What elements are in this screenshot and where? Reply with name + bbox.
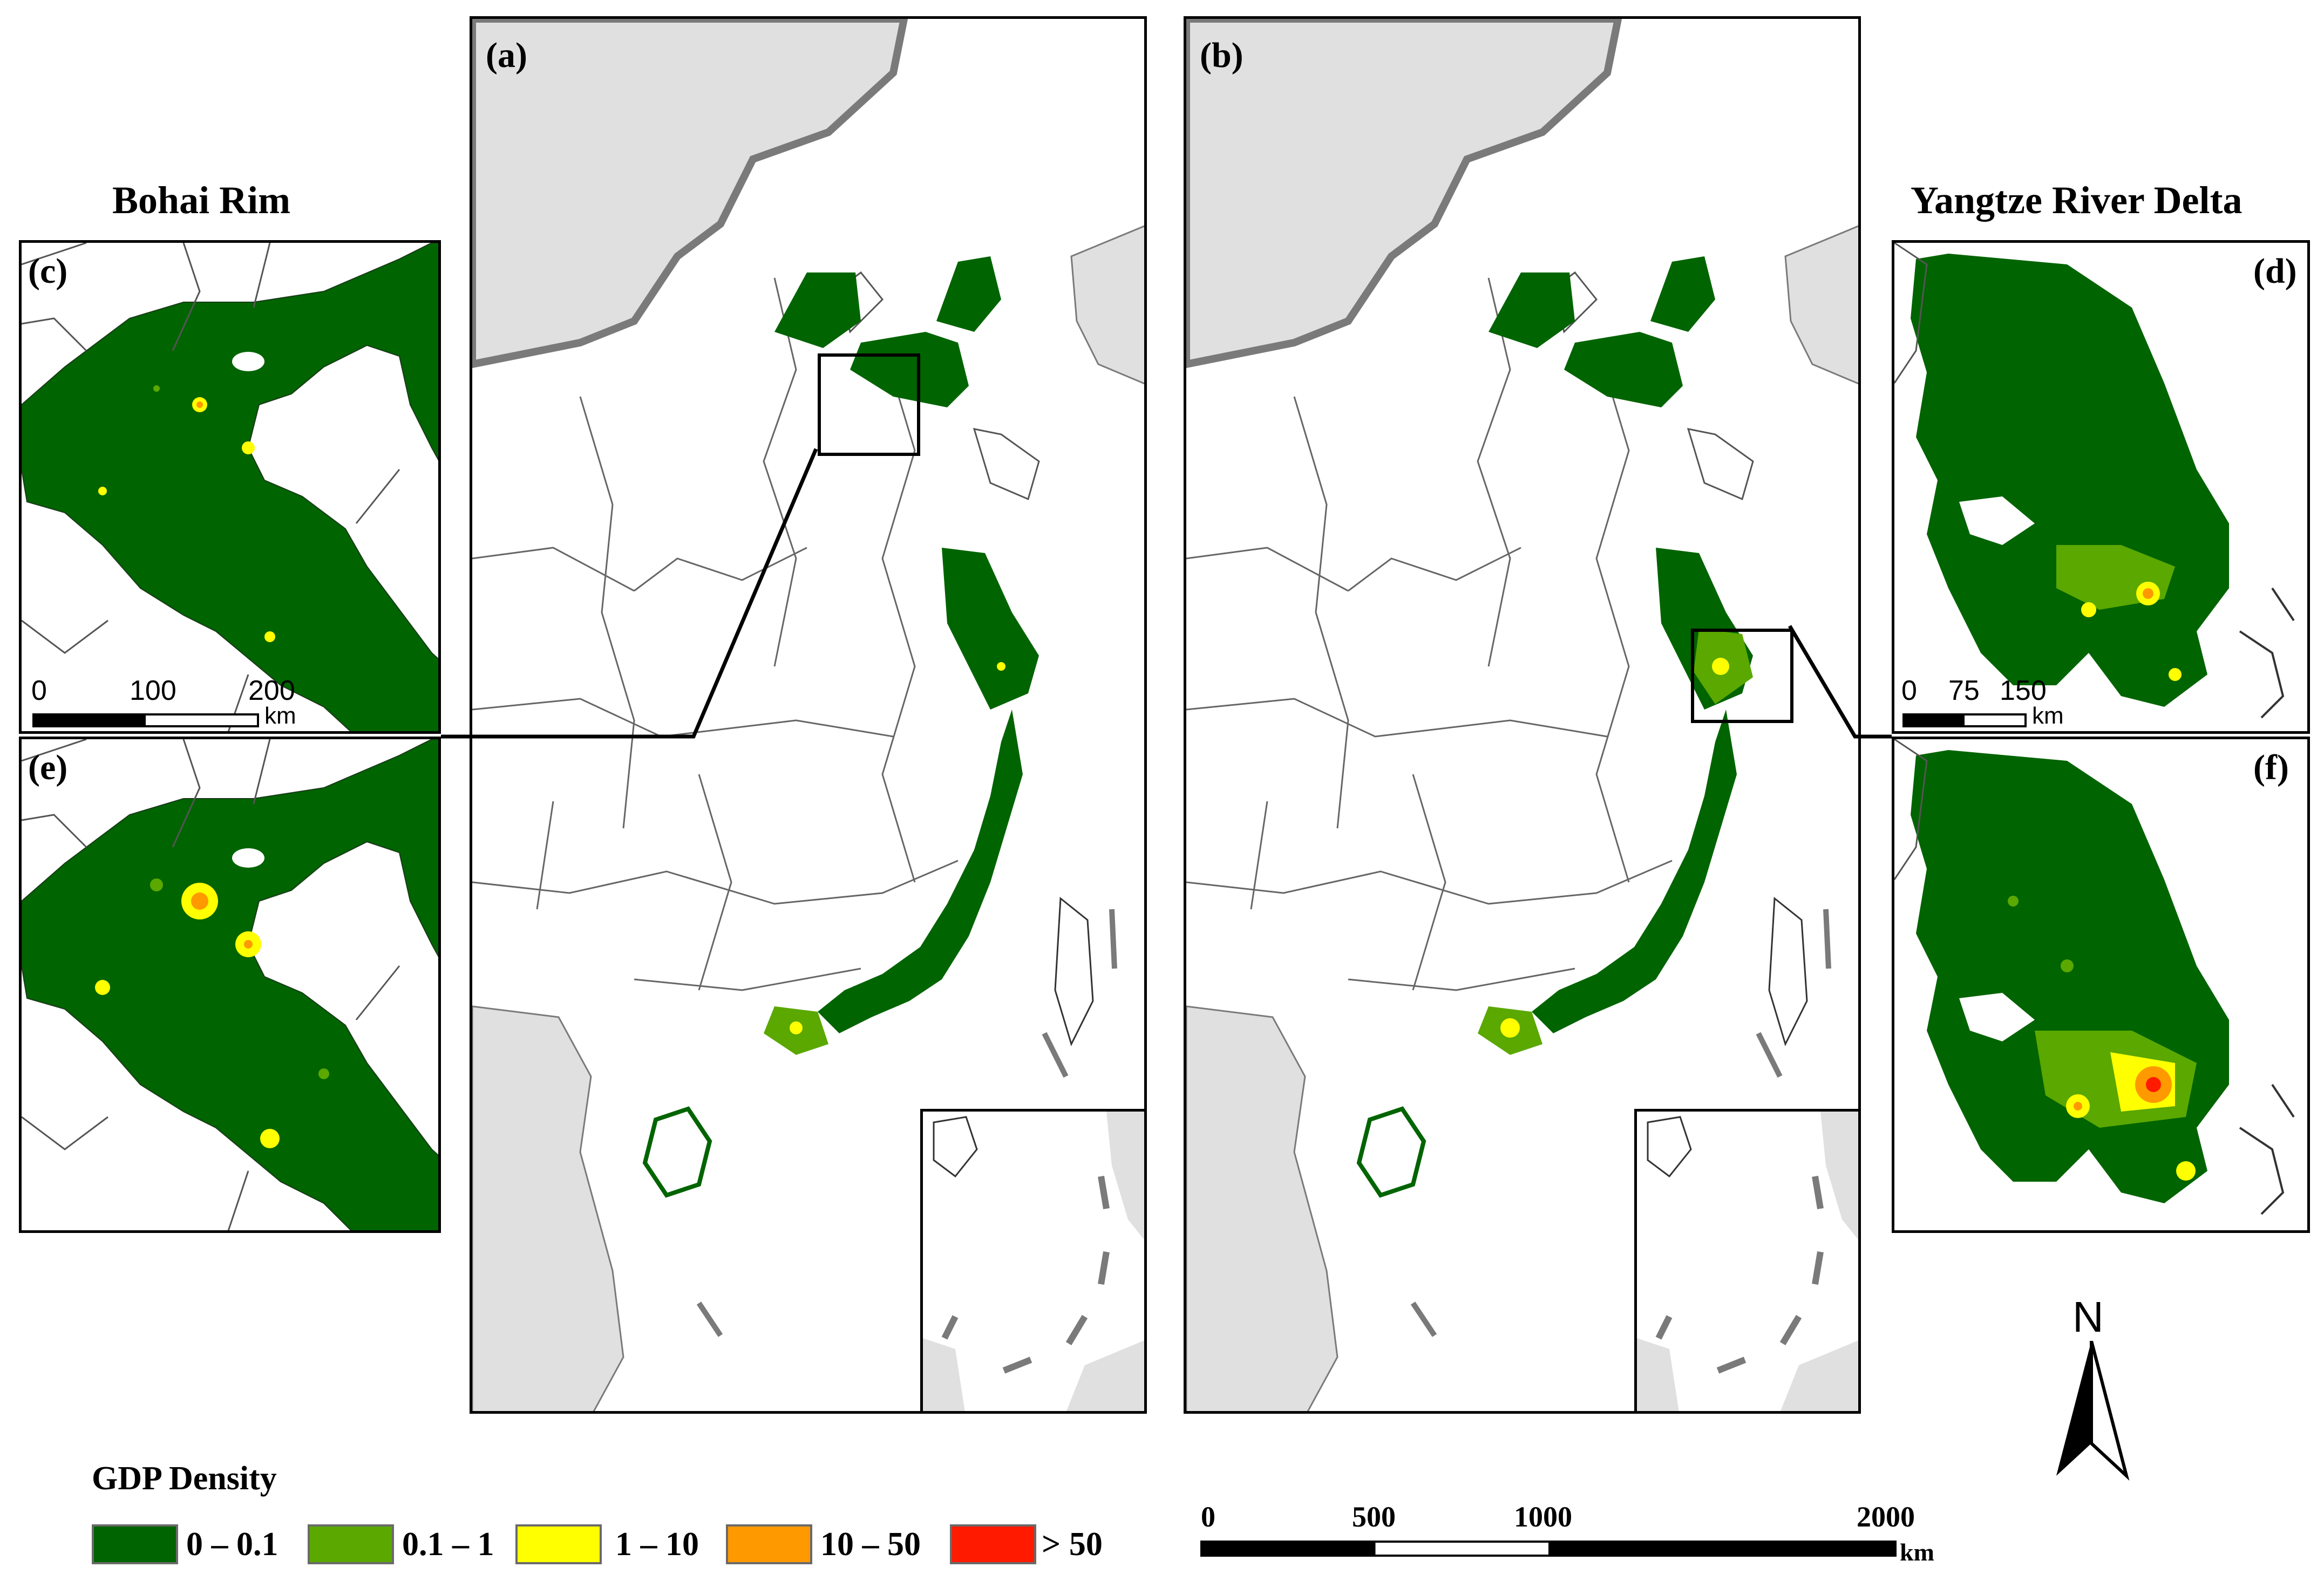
legend-label-2: 1 – 10	[615, 1526, 699, 1563]
panel-c-map-graphic	[22, 243, 438, 731]
main-scalebar-tick-0: 0	[1201, 1501, 1215, 1533]
legend-swatch-2	[515, 1524, 602, 1564]
yrd-scalebar-tick-150: 150	[2000, 675, 2047, 706]
main-scalebar-unit: km	[1900, 1538, 1934, 1566]
legend-swatch-3	[726, 1524, 812, 1564]
panel-d-label: (d)	[2253, 251, 2297, 291]
north-arrow-label: N	[2072, 1293, 2104, 1341]
yrd-scalebar-tick-0: 0	[1901, 675, 1917, 706]
panel-a-inset-graphic	[923, 1112, 1144, 1411]
north-arrow-icon	[2056, 1341, 2130, 1481]
main-scalebar-tick-500: 500	[1352, 1501, 1396, 1533]
panel-c-bohai-map: (c) 0 100 200 km	[19, 240, 441, 734]
bohai-scalebar-tick-200: 200	[248, 675, 295, 706]
main-scalebar-tick-1000: 1000	[1514, 1501, 1572, 1533]
panel-a-main-map: (a)	[470, 16, 1147, 1414]
yangtze-river-delta-title: Yangtze River Delta	[1911, 179, 2243, 222]
panel-f-label: (f)	[2253, 748, 2289, 787]
bohai-rim-title: Bohai Rim	[112, 179, 291, 222]
panel-f-map-graphic	[1894, 739, 2295, 1215]
panel-b-inset-graphic	[1637, 1112, 1858, 1411]
panel-a-label: (a)	[486, 36, 527, 75]
bohai-scalebar-tick-0: 0	[31, 675, 47, 706]
panel-e-bohai-map: (e)	[19, 737, 441, 1233]
bohai-scalebar: 0 100 200 km	[31, 674, 356, 731]
panel-b-label: (b)	[1200, 36, 1243, 75]
panel-f-yrd-map: (f)	[1892, 737, 2310, 1233]
panel-d-yrd-map: (d) 0 75 150 km	[1892, 240, 2310, 734]
legend-label-4: > 50	[1042, 1526, 1103, 1563]
panel-b-south-china-sea-inset	[1634, 1109, 1858, 1411]
main-scalebar-tick-2000: 2000	[1857, 1501, 1915, 1533]
panel-c-label: (c)	[28, 251, 68, 291]
legend-label-1: 0.1 – 1	[402, 1526, 494, 1563]
legend-swatch-0	[92, 1524, 178, 1564]
panel-e-label: (e)	[28, 748, 68, 787]
panel-b-main-map: (b)	[1184, 16, 1861, 1414]
legend-label-3: 10 – 50	[820, 1526, 921, 1563]
panel-a-south-china-sea-inset	[920, 1109, 1144, 1411]
yrd-scalebar-unit: km	[2032, 703, 2064, 729]
bohai-scalebar-tick-100: 100	[130, 675, 176, 706]
bohai-scalebar-bar	[32, 713, 259, 727]
yrd-scalebar: 0 75 150 km	[1901, 674, 2108, 731]
panel-e-map-graphic	[22, 739, 438, 1230]
main-scalebar: 0 500 1000 2000 km	[1198, 1500, 1954, 1576]
panel-d-map-graphic	[1894, 243, 2295, 719]
bohai-scalebar-unit: km	[264, 703, 296, 729]
yrd-scalebar-bar	[1902, 713, 2027, 727]
panel-b-locator-box	[1691, 629, 1793, 723]
north-arrow: N	[2051, 1292, 2132, 1481]
main-scalebar-bar	[1200, 1541, 1897, 1557]
legend-swatch-1	[308, 1524, 394, 1564]
legend-title: GDP Density	[92, 1460, 277, 1497]
yrd-scalebar-tick-75: 75	[1948, 675, 1980, 706]
legend-swatch-4	[950, 1524, 1036, 1564]
panel-a-locator-box	[818, 353, 920, 456]
legend-label-0: 0 – 0.1	[186, 1526, 278, 1563]
